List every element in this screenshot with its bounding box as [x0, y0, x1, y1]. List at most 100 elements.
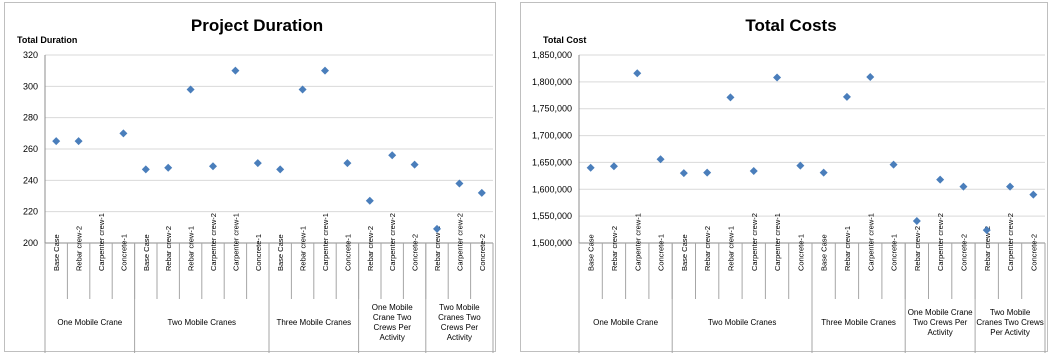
x-category-label: Carpenter crew-2: [1006, 213, 1015, 271]
x-category-label: Base Case: [52, 234, 61, 271]
data-point: [679, 169, 688, 178]
x-category-label: Concrete-1: [119, 234, 128, 271]
x-category-label: Rebar crew-2: [366, 226, 375, 271]
x-group-label: Two Mobile Cranes: [168, 318, 236, 327]
x-category-label: Carpenter crew-2: [936, 213, 945, 271]
x-group-label: Three Mobile Cranes: [276, 318, 351, 327]
y-tick-label: 1,550,000: [532, 211, 572, 221]
x-category-label: Rebar crew-2: [983, 226, 992, 271]
data-point: [209, 162, 217, 171]
y-tick-label: 1,700,000: [532, 131, 572, 141]
x-group-label: Two Mobile Cranes: [708, 318, 776, 327]
x-category-label: Rebar crew-1: [187, 226, 196, 271]
x-category-label: Base Case: [587, 234, 596, 271]
x-category-label: Base Case: [680, 234, 689, 271]
x-category-label: Concrete-2: [478, 234, 487, 271]
x-category-label: Concrete-2: [959, 234, 968, 271]
x-category-label: Rebar crew-2: [75, 226, 84, 271]
y-tick-label: 300: [23, 81, 38, 91]
chart-title: Project Duration: [191, 16, 323, 35]
y-tick-label: 320: [23, 50, 38, 60]
x-category-label: Rebar crew-2: [433, 226, 442, 271]
y-tick-label: 1,600,000: [532, 184, 572, 194]
y-tick-label: 280: [23, 113, 38, 123]
data-point: [365, 196, 374, 205]
data-point: [586, 163, 595, 172]
y-axis-label: Total Cost: [543, 35, 586, 45]
x-category-label: Base Case: [820, 234, 829, 271]
data-point: [74, 137, 83, 146]
x-group-label: Three Mobile Cranes: [821, 318, 896, 327]
x-group-label: One Mobile Crane Two Crews Per Activity: [908, 308, 973, 337]
x-category-label: Carpenter crew-1: [633, 213, 642, 271]
data-point: [703, 168, 712, 177]
x-category-label: Carpenter crew-1: [97, 213, 106, 271]
x-category-label: Rebar crew-1: [726, 226, 735, 271]
x-group-label: One Mobile Crane: [593, 318, 658, 327]
x-category-label: Rebar crew-2: [703, 226, 712, 271]
y-axis-label: Total Duration: [17, 35, 77, 45]
x-category-label: Concrete-1: [796, 234, 805, 271]
x-category-label: Rebar crew-1: [299, 226, 308, 271]
data-point: [726, 93, 735, 102]
duration-chart-panel: Project Duration Total Duration 200 220 240 2…: [4, 2, 496, 353]
x-group-label: Two Mobile Cranes Two Crews Per Activity: [976, 308, 1043, 337]
x-category-label: Carpenter crew-2: [455, 213, 464, 271]
data-point: [164, 163, 173, 172]
data-point: [433, 224, 441, 233]
data-point: [609, 162, 618, 171]
x-category-label: Concrete-1: [254, 234, 263, 271]
data-point: [321, 66, 329, 75]
data-point: [119, 129, 128, 138]
x-category-label: Concrete-2: [1029, 234, 1038, 271]
x-category-label: Concrete-2: [411, 234, 420, 271]
data-point: [866, 73, 875, 82]
x-category-label: Rebar crew-2: [610, 226, 619, 271]
x-category-label: Rebar crew-1: [843, 226, 852, 271]
data-point: [656, 155, 665, 164]
data-point: [276, 165, 285, 174]
x-category-label: Carpenter crew-2: [750, 213, 759, 271]
data-point: [936, 175, 945, 184]
chart-title: Total Costs: [745, 16, 836, 35]
y-tick-label: 1,500,000: [532, 238, 572, 248]
y-tick-label: 1,800,000: [532, 77, 572, 87]
data-point: [455, 179, 464, 188]
x-category-label: Concrete-1: [657, 234, 666, 271]
x-category-label: Carpenter crew-1: [321, 213, 330, 271]
data-point: [388, 151, 397, 160]
data-point: [343, 159, 352, 168]
x-group-label: Two Mobile Cranes Two Crews Per Activity: [438, 303, 481, 342]
data-point: [231, 66, 240, 75]
data-point: [298, 85, 307, 94]
x-category-label: Carpenter crew-1: [866, 213, 875, 271]
x-group-label: One Mobile Crane: [57, 318, 122, 327]
cost-chart: Total Costs Total Cost 1,500,000 1,550,000 1…: [532, 16, 1046, 353]
x-category-label: Rebar crew-2: [913, 226, 922, 271]
x-category-label: Carpenter crew-1: [773, 213, 782, 271]
data-point: [477, 188, 486, 197]
x-category-label: Carpenter crew-1: [231, 213, 240, 271]
data-point: [1006, 182, 1015, 191]
data-point: [796, 161, 805, 170]
y-tick-label: 200: [23, 238, 38, 248]
data-point: [982, 226, 991, 235]
data-point: [959, 182, 968, 191]
data-point: [141, 165, 150, 174]
y-tick-label: 1,750,000: [532, 104, 572, 114]
x-category-label: Base Case: [142, 234, 151, 271]
data-point: [253, 159, 262, 168]
data-point: [52, 137, 61, 146]
data-point: [410, 160, 419, 169]
x-category-label: Concrete-1: [890, 234, 899, 271]
x-group-label: One Mobile Crane Two Crews Per Activity: [372, 303, 413, 342]
x-category-label: Carpenter crew-2: [209, 213, 218, 271]
y-tick-label: 1,850,000: [532, 50, 572, 60]
x-category-label: Concrete-1: [343, 234, 352, 271]
x-category-label: Rebar crew-2: [164, 226, 173, 271]
y-tick-label: 240: [23, 175, 38, 185]
x-category-label: Base Case: [276, 234, 285, 271]
data-point: [773, 73, 782, 82]
data-point: [819, 168, 828, 177]
y-tick-label: 220: [23, 207, 38, 217]
